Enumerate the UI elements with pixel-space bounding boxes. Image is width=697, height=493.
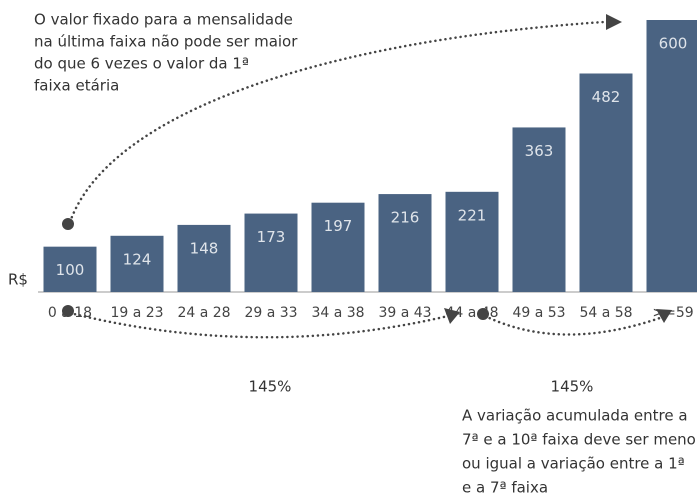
range-label: 145% [249, 378, 292, 396]
bar [244, 213, 298, 292]
x-tick-label: 54 a 58 [579, 305, 632, 321]
y-label: R$ [8, 271, 28, 289]
bar [579, 73, 633, 292]
bar [110, 235, 164, 292]
x-tick-label: >=59 [652, 305, 693, 321]
x-tick-label: 44 a 48 [445, 305, 498, 321]
arrow-dot [62, 218, 74, 230]
value-label: 197 [324, 217, 353, 235]
x-tick-label: 34 a 38 [311, 305, 364, 321]
arrow-curve [68, 311, 450, 339]
note-line: 7ª e a 10ª faixa deve ser menor [462, 431, 697, 449]
bar [646, 20, 697, 292]
value-label: 363 [525, 142, 554, 160]
x-tick-label: 19 a 23 [110, 305, 163, 321]
bar [177, 224, 231, 292]
x-tick-label: 24 a 28 [177, 305, 230, 321]
note-line: na última faixa não pode ser maior [34, 33, 298, 51]
bar [43, 246, 97, 292]
arrow-head [444, 308, 460, 324]
arrow-dot [62, 305, 74, 317]
arrow-head [606, 14, 622, 30]
value-label: 482 [592, 88, 621, 106]
value-label: 148 [190, 239, 219, 257]
note-line: O valor fixado para a mensalidade [34, 11, 293, 29]
value-label: 216 [391, 209, 420, 227]
x-tick-label: 39 a 43 [378, 305, 431, 321]
note-line: A variação acumulada entre a [462, 407, 688, 425]
x-tick-label: 0 a 18 [48, 305, 92, 321]
bar [512, 127, 566, 292]
bar [378, 194, 432, 292]
note-line: do que 6 vezes o valor da 1ª [34, 55, 249, 73]
x-tick-label: 49 a 53 [512, 305, 565, 321]
value-label: 221 [458, 206, 487, 224]
range-label: 145% [551, 378, 594, 396]
note-line: e a 7ª faixa [462, 479, 548, 493]
arrow-dot [477, 308, 489, 320]
note-line: ou igual a variação entre a 1ª [462, 455, 685, 473]
value-label: 600 [659, 35, 688, 53]
value-label: 100 [56, 261, 85, 279]
arrow-head [656, 309, 672, 323]
value-label: 124 [123, 250, 152, 268]
x-tick-label: 29 a 33 [244, 305, 297, 321]
note-line: faixa etária [34, 77, 119, 95]
bar [311, 202, 365, 292]
value-label: 173 [257, 228, 286, 246]
bar [445, 191, 499, 292]
arrow-curve [483, 314, 662, 336]
